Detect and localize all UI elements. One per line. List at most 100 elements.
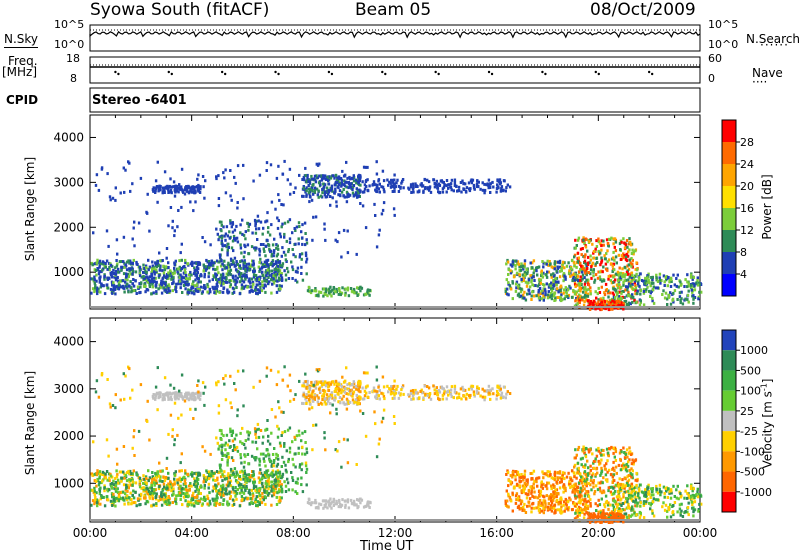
data-cell — [301, 223, 304, 227]
data-cell — [320, 380, 323, 384]
data-cell — [517, 292, 520, 296]
data-cell — [236, 473, 240, 477]
data-cell — [173, 271, 176, 275]
data-cell — [108, 265, 111, 269]
data-cell — [245, 262, 248, 266]
data-cell — [453, 387, 457, 391]
data-cell — [147, 268, 150, 272]
data-cell — [414, 388, 417, 392]
data-cell — [240, 259, 243, 263]
data-cell — [232, 471, 235, 475]
data-cell — [453, 178, 457, 182]
data-cell — [155, 280, 158, 284]
data-cell — [342, 188, 345, 191]
data-cell — [575, 303, 578, 307]
data-cell — [126, 260, 129, 264]
data-cell — [154, 393, 157, 397]
data-cell — [261, 263, 264, 267]
data-cell — [95, 173, 99, 177]
data-cell — [564, 277, 567, 281]
data-cell — [163, 493, 166, 497]
data-cell — [317, 195, 320, 199]
data-cell — [230, 279, 233, 283]
data-cell — [161, 269, 164, 273]
data-cell — [261, 270, 264, 274]
data-cell — [629, 284, 632, 288]
data-cell — [110, 485, 113, 488]
data-cell — [93, 486, 96, 490]
data-cell — [349, 287, 353, 290]
data-cell — [270, 278, 273, 282]
data-cell — [272, 488, 275, 492]
data-cell — [572, 260, 576, 264]
data-cell — [193, 504, 196, 508]
data-cell — [691, 282, 694, 286]
data-cell — [226, 291, 230, 295]
data-cell — [207, 486, 210, 490]
data-cell — [303, 384, 306, 388]
data-cell — [462, 182, 465, 185]
data-cell — [389, 181, 392, 185]
data-cell — [95, 261, 98, 265]
data-cell — [559, 269, 562, 273]
data-cell — [646, 276, 649, 280]
data-cell — [624, 288, 627, 292]
data-cell — [181, 291, 184, 294]
data-cell — [236, 276, 239, 280]
data-cell — [278, 483, 281, 487]
data-cell — [546, 270, 549, 274]
data-cell — [185, 494, 188, 498]
data-cell — [686, 273, 689, 277]
data-cell — [366, 291, 369, 295]
data-cell — [222, 225, 225, 229]
data-cell — [218, 428, 222, 432]
data-cell — [288, 450, 292, 454]
data-cell — [126, 286, 129, 290]
data-cell — [421, 391, 424, 395]
data-cell — [647, 278, 650, 282]
data-cell — [242, 484, 245, 488]
data-cell — [639, 300, 642, 304]
data-cell — [550, 281, 553, 285]
data-cell — [541, 291, 544, 295]
data-cell — [264, 290, 267, 294]
data-cell — [288, 167, 292, 171]
data-cell — [302, 186, 305, 190]
data-cell — [346, 251, 350, 255]
data-cell — [256, 288, 259, 292]
data-cell — [355, 393, 358, 397]
data-cell — [573, 255, 576, 259]
data-cell — [202, 185, 205, 189]
data-cell — [318, 162, 321, 166]
data-cell — [114, 198, 117, 202]
data-cell — [625, 270, 629, 274]
data-cell — [531, 266, 534, 270]
data-cell — [151, 394, 155, 398]
data-cell — [197, 396, 200, 400]
data-cell — [324, 195, 327, 199]
data-cell — [530, 280, 533, 284]
data-cell — [123, 190, 126, 194]
data-cell — [160, 503, 164, 507]
data-cell — [577, 279, 580, 283]
nave-dip — [541, 70, 544, 74]
data-cell — [632, 277, 636, 281]
data-cell — [604, 289, 608, 293]
data-cell — [540, 289, 543, 293]
data-cell — [611, 299, 614, 303]
data-cell — [215, 177, 218, 181]
data-cell — [668, 278, 671, 282]
data-cell — [302, 185, 305, 188]
data-cell — [128, 269, 131, 273]
data-cell — [99, 502, 102, 506]
data-cell — [198, 191, 202, 194]
data-cell — [254, 286, 257, 290]
data-cell — [218, 491, 221, 495]
data-cell — [550, 275, 553, 279]
data-cell — [168, 185, 171, 189]
data-cell — [616, 291, 620, 295]
data-cell — [304, 243, 307, 247]
data-cell — [599, 242, 602, 246]
data-cell — [492, 185, 495, 189]
data-cell — [240, 495, 244, 498]
